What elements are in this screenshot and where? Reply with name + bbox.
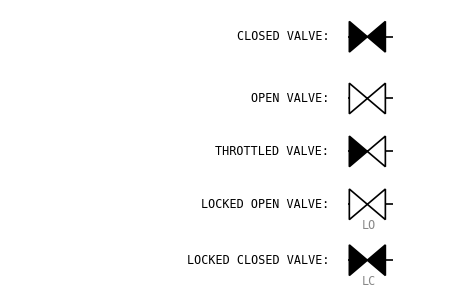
Text: LOCKED OPEN VALVE:: LOCKED OPEN VALVE:: [201, 198, 329, 211]
Text: THROTTLED VALVE:: THROTTLED VALVE:: [215, 145, 329, 158]
Text: CLOSED VALVE:: CLOSED VALVE:: [237, 30, 329, 43]
Text: LO: LO: [362, 219, 376, 232]
Polygon shape: [349, 21, 367, 52]
Text: LC: LC: [362, 275, 376, 288]
Polygon shape: [367, 245, 385, 275]
Polygon shape: [367, 189, 385, 220]
Polygon shape: [349, 245, 367, 275]
Polygon shape: [349, 83, 367, 114]
Polygon shape: [367, 136, 385, 167]
Polygon shape: [349, 136, 367, 167]
Text: OPEN VALVE:: OPEN VALVE:: [251, 92, 329, 105]
Polygon shape: [367, 83, 385, 114]
Polygon shape: [367, 21, 385, 52]
Text: LOCKED CLOSED VALVE:: LOCKED CLOSED VALVE:: [187, 254, 329, 267]
Polygon shape: [349, 189, 367, 220]
